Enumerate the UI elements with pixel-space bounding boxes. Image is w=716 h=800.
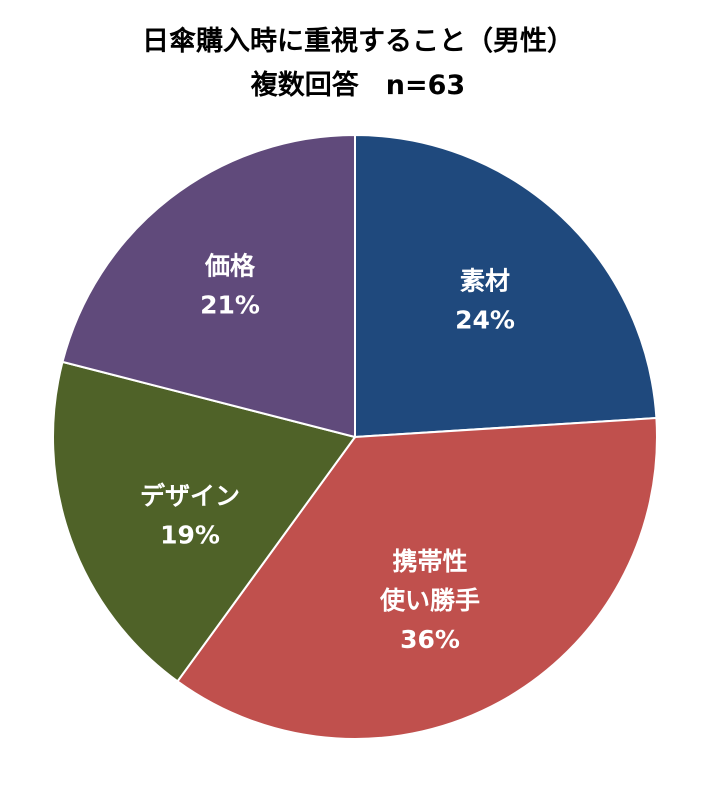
slice-value-label: 19% bbox=[160, 521, 220, 550]
slice-category-label: 携帯性 bbox=[392, 547, 467, 576]
slice-label-3: デザイン 19% bbox=[140, 482, 240, 550]
pie-slice-4 bbox=[61, 133, 356, 439]
chart-title: 日傘購入時に重視すること（男性） bbox=[142, 26, 574, 57]
chart-subtitle: 複数回答 n=63 bbox=[250, 70, 466, 101]
pie-slice-1 bbox=[354, 133, 658, 439]
slice-value-label: 21% bbox=[200, 291, 260, 320]
pie-slice-2 bbox=[176, 416, 658, 740]
slice-category-label: 素材 bbox=[460, 267, 510, 296]
slice-label-4: 価格 21% bbox=[200, 252, 260, 320]
slice-category-label: 使い勝手 bbox=[379, 586, 480, 615]
pie-slice-3 bbox=[52, 360, 357, 683]
slice-label-1: 素材 24% bbox=[455, 267, 515, 335]
slice-value-label: 36% bbox=[400, 625, 460, 654]
slice-value-label: 24% bbox=[455, 306, 515, 335]
slice-category-label: デザイン bbox=[140, 482, 240, 511]
slice-category-label: 価格 bbox=[204, 252, 256, 281]
chart-title-block: 日傘購入時に重視すること（男性） 複数回答 n=63 bbox=[0, 20, 716, 108]
